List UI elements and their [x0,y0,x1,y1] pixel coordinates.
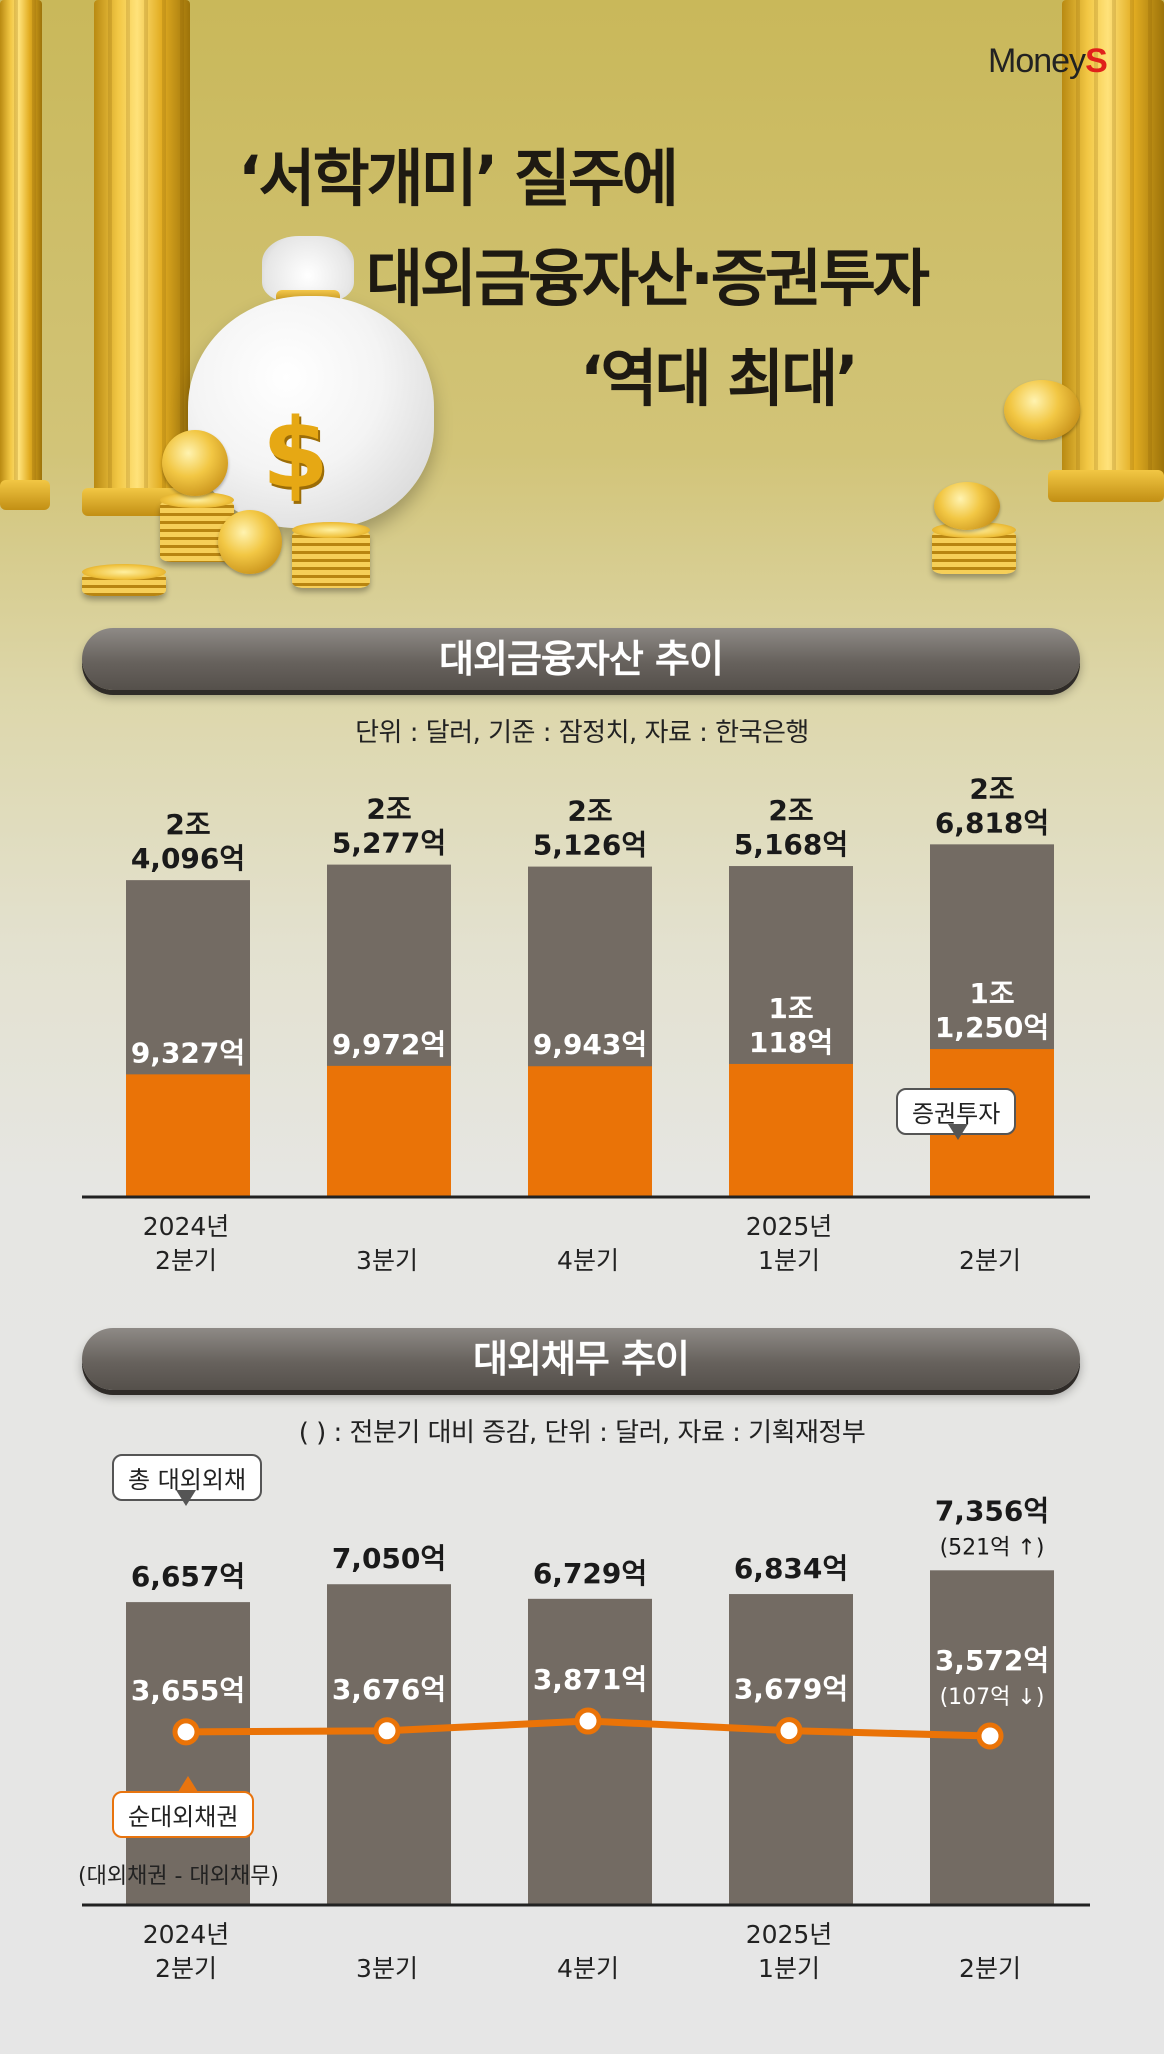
x-tick-label: 1분기 [758,1246,820,1275]
point-net-external-claims [574,1707,602,1735]
point-net-external-claims [976,1722,1004,1750]
bar-total-external-debt [126,1602,250,1905]
callout-total-external-debt: 총 대외외채 [112,1454,263,1501]
x-tick-label: 2분기 [959,1246,1021,1275]
label-total-external-debt: 7,050억 [332,1542,446,1575]
x-tick-label: 2024년 [143,1212,230,1241]
x-tick-label: 3분기 [356,1954,418,1983]
point-net-external-claims [775,1717,803,1745]
x-tick-label: 2분기 [959,1954,1021,1983]
brand-logo-suffix: S [1085,42,1108,80]
label-securities-investment: 9,943억 [533,1028,647,1061]
label-total-external-debt: 7,356억 [935,1494,1049,1527]
label-securities-investment: 9,972억 [332,1028,446,1061]
bar-securities-investment [327,1065,451,1197]
label-net-external-claims: (107억 ↓) [940,1685,1045,1710]
label-total-external-debt: 6,729억 [533,1557,647,1590]
pillar-right-base [1048,470,1164,502]
section-banner-financial-assets: 대외금융자산 추이 [82,628,1080,690]
x-tick-label: 2025년 [746,1920,833,1949]
label-net-external-claims: 3,655억 [131,1674,245,1707]
label-net-external-claims: 3,871억 [533,1663,647,1696]
label-total-assets: 2조 [768,794,813,827]
callout-securities-investment-tail [948,1124,968,1140]
label-total-external-debt: (521억 ↑) [940,1535,1045,1560]
x-tick-label: 2025년 [746,1212,833,1241]
point-net-external-claims [373,1717,401,1745]
section-subtitle-financial-assets: 단위 : 달러, 기준 : 잠정치, 자료 : 한국은행 [355,718,809,748]
x-tick-label: 4분기 [557,1954,619,1983]
pillar-left-outer [0,0,42,495]
label-securities-investment: 118억 [749,1026,833,1059]
label-net-external-claims: 3,679억 [734,1673,848,1706]
dollar-icon: $ [262,398,329,510]
callout-net-external-claims: 순대외채권 [112,1791,255,1838]
label-securities-investment: 1,250억 [935,1011,1049,1044]
x-tick-label: 2분기 [155,1246,217,1275]
bar-securities-investment [729,1063,853,1197]
label-total-assets: 4,096억 [131,842,245,875]
headline-line-1: ‘서학개미’ 질주에 [238,142,679,215]
x-tick-label: 1분기 [758,1954,820,1983]
section-subtitle-external-debt: ( ) : 전분기 대비 증감, 단위 : 달러, 자료 : 기획재정부 [298,1418,866,1448]
bar-total-external-debt [327,1584,451,1905]
x-tick-label: 2분기 [155,1954,217,1983]
label-net-external-claims: 3,572억 [935,1644,1049,1677]
chart-financial-assets: 2조4,096억9,327억2024년2분기2조5,277억9,972억3분기2… [82,772,1090,1275]
label-total-assets: 2조 [969,772,1014,805]
callout-net-claims-tail [178,1776,198,1792]
label-total-external-debt: 6,657억 [131,1560,245,1593]
bar-total-external-debt [729,1594,853,1905]
callout-securities-investment: 증권투자 [896,1088,1017,1135]
pillar-right [1062,0,1164,480]
label-net-external-claims: 3,676억 [332,1673,446,1706]
x-tick-label: 4분기 [557,1246,619,1275]
label-total-assets: 2조 [366,793,411,826]
brand-logo-prefix: Money [988,42,1086,80]
callout-net-external-claims-note: (대외채권 - 대외채무) [78,1864,280,1889]
label-total-assets: 2조 [165,808,210,841]
label-total-external-debt: 6,834억 [734,1552,848,1585]
pillar-left-outer-base [0,480,50,510]
label-total-assets: 5,126억 [533,829,647,862]
bar-securities-investment [126,1074,250,1197]
point-net-external-claims [172,1718,200,1746]
label-securities-investment: 1조 [969,977,1014,1010]
label-securities-investment: 1조 [768,992,813,1025]
label-securities-investment: 9,327억 [131,1036,245,1069]
section-banner-external-debt: 대외채무 추이 [82,1328,1080,1390]
brand-logo: MoneyS [988,42,1108,81]
label-total-assets: 2조 [567,795,612,828]
label-total-assets: 5,277억 [332,827,446,860]
headline-line-2: 대외금융자산·증권투자 [366,242,930,315]
callout-total-external-debt-tail [176,1490,196,1506]
pillar-left-inner [94,0,190,498]
x-tick-label: 2024년 [143,1920,230,1949]
bar-total-external-debt [528,1598,652,1905]
x-tick-label: 3분기 [356,1246,418,1275]
label-total-assets: 5,168억 [734,828,848,861]
bar-securities-investment [528,1066,652,1197]
label-total-assets: 6,818억 [935,806,1049,839]
chart-external-debt: 6,657억 2024년 2분기 7,050억 3분기 6,729억 4분기 6,834억 20… [82,1494,1090,1983]
headline-line-3: ‘역대 최대’ [580,342,859,415]
